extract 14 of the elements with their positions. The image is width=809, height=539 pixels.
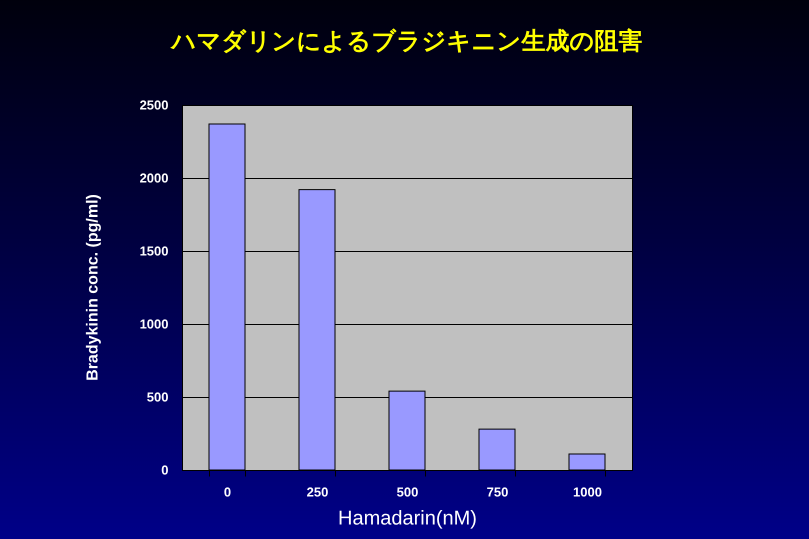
y-tick-label: 1500 [140, 244, 168, 258]
x-tick-label: 250 [306, 484, 328, 500]
x-tick-label: 750 [486, 484, 508, 500]
x-tick-label: 1000 [573, 484, 602, 500]
y-tick-label: 0 [161, 462, 168, 478]
x-tick-label: 0 [224, 484, 232, 500]
y-axis-title: Bradykinin conc. (pg/ml) [84, 194, 102, 381]
chart-title: ハマダリンによるブラジキニン生成の阻害 [170, 27, 642, 55]
y-tick-label: 2000 [140, 170, 168, 186]
y-tick-label: 1000 [140, 316, 168, 332]
x-axis-title: Hamadarin(nM) [338, 508, 477, 530]
y-tick-label: 2500 [140, 98, 168, 112]
y-tick-label: 500 [146, 390, 168, 404]
x-tick-label: 500 [396, 484, 418, 500]
